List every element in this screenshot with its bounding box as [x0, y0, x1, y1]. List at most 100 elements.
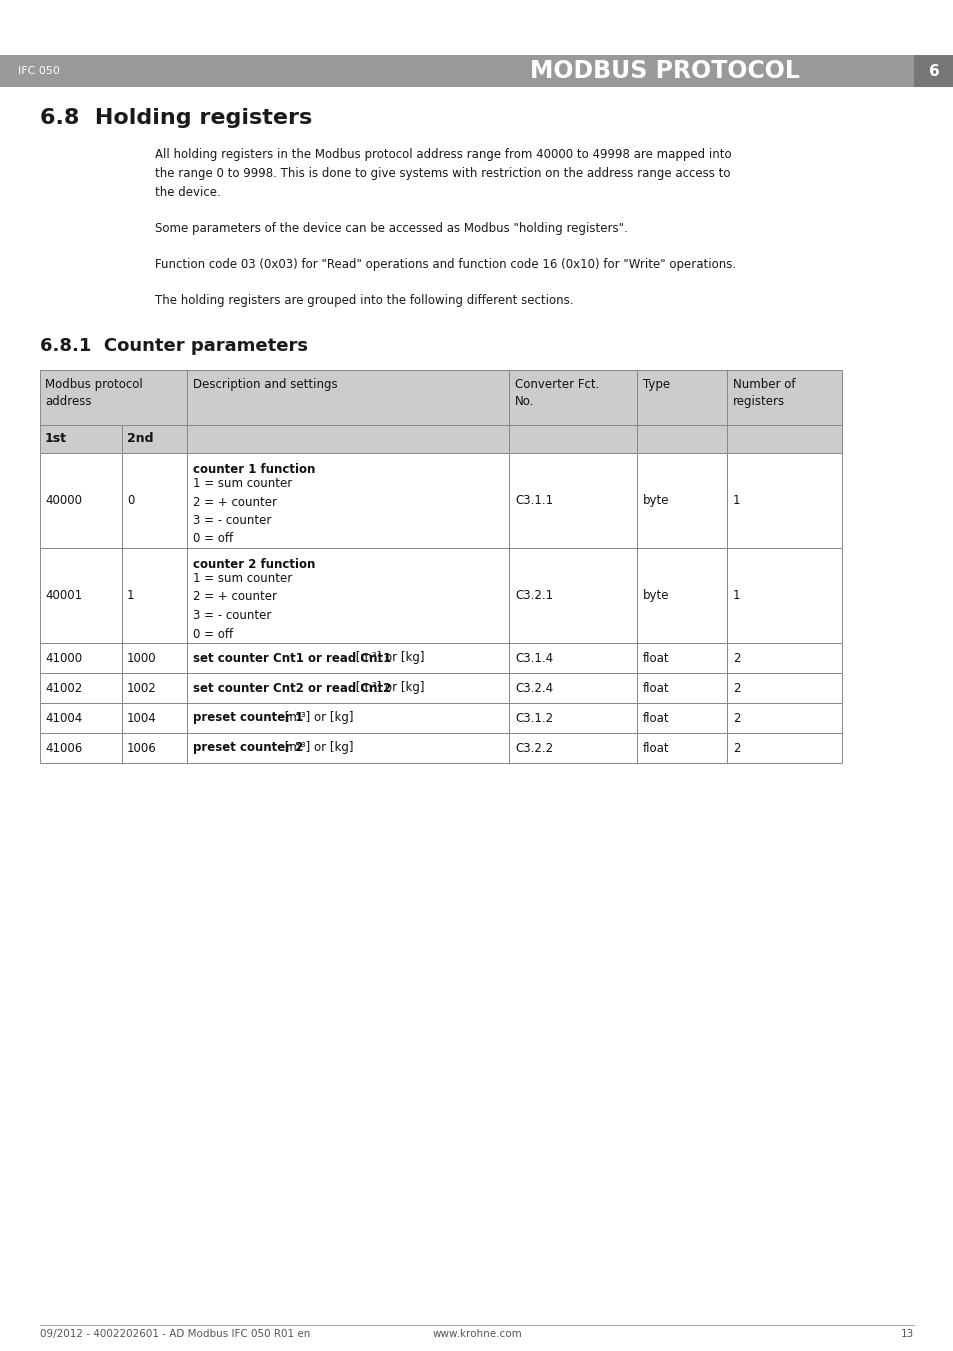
- Text: All holding registers in the Modbus protocol address range from 40000 to 49998 a: All holding registers in the Modbus prot…: [154, 149, 731, 199]
- Text: Converter Fct.
No.: Converter Fct. No.: [515, 378, 598, 408]
- Bar: [187, 549, 509, 643]
- Bar: [509, 673, 637, 703]
- Text: float: float: [642, 742, 669, 754]
- Bar: [187, 426, 509, 453]
- Text: Number of
registers: Number of registers: [732, 378, 795, 408]
- Bar: [726, 703, 841, 734]
- Text: C3.1.1: C3.1.1: [515, 494, 553, 507]
- Bar: [187, 734, 509, 763]
- Text: 1002: 1002: [127, 681, 156, 694]
- Text: 1006: 1006: [127, 742, 156, 754]
- Text: www.krohne.com: www.krohne.com: [432, 1329, 521, 1339]
- Text: [m³] or [kg]: [m³] or [kg]: [281, 712, 354, 724]
- Bar: [726, 549, 841, 643]
- Bar: [122, 734, 187, 763]
- Text: set counter Cnt2 or read Cnt2: set counter Cnt2 or read Cnt2: [193, 681, 391, 694]
- Bar: [40, 673, 122, 703]
- Text: 13: 13: [900, 1329, 913, 1339]
- Bar: [509, 426, 637, 453]
- Bar: [913, 55, 953, 86]
- Bar: [726, 426, 841, 453]
- Bar: [40, 426, 122, 453]
- Text: 0: 0: [127, 494, 134, 507]
- Text: 6: 6: [927, 63, 939, 78]
- Text: 6.8.1  Counter parameters: 6.8.1 Counter parameters: [40, 336, 308, 355]
- Text: 1 = sum counter
2 = + counter
3 = - counter
0 = off: 1 = sum counter 2 = + counter 3 = - coun…: [193, 571, 292, 640]
- Bar: [509, 703, 637, 734]
- Text: float: float: [642, 712, 669, 724]
- Text: 1000: 1000: [127, 651, 156, 665]
- Text: byte: byte: [642, 494, 669, 507]
- Bar: [726, 673, 841, 703]
- Bar: [40, 453, 122, 549]
- Text: preset counter 2: preset counter 2: [193, 742, 303, 754]
- Bar: [637, 370, 726, 426]
- Bar: [726, 370, 841, 426]
- Text: 2: 2: [732, 681, 740, 694]
- Text: [m³] or [kg]: [m³] or [kg]: [281, 742, 354, 754]
- Bar: [637, 673, 726, 703]
- Text: 41006: 41006: [45, 742, 82, 754]
- Bar: [187, 643, 509, 673]
- Text: float: float: [642, 651, 669, 665]
- Text: counter 1 function: counter 1 function: [193, 463, 315, 476]
- Bar: [509, 734, 637, 763]
- Text: byte: byte: [642, 589, 669, 603]
- Bar: [40, 734, 122, 763]
- Text: 41000: 41000: [45, 651, 82, 665]
- Text: The holding registers are grouped into the following different sections.: The holding registers are grouped into t…: [154, 295, 573, 307]
- Bar: [509, 549, 637, 643]
- Bar: [187, 703, 509, 734]
- Bar: [40, 703, 122, 734]
- Text: [m³] or [kg]: [m³] or [kg]: [352, 681, 424, 694]
- Bar: [726, 643, 841, 673]
- Bar: [637, 734, 726, 763]
- Bar: [509, 643, 637, 673]
- Bar: [509, 453, 637, 549]
- Text: Some parameters of the device can be accessed as Modbus "holding registers".: Some parameters of the device can be acc…: [154, 222, 627, 235]
- Text: C3.2.4: C3.2.4: [515, 681, 553, 694]
- Bar: [726, 453, 841, 549]
- Text: 1004: 1004: [127, 712, 156, 724]
- Text: preset counter 1: preset counter 1: [193, 712, 303, 724]
- Text: counter 2 function: counter 2 function: [193, 558, 315, 571]
- Text: Function code 03 (0x03) for "Read" operations and function code 16 (0x10) for "W: Function code 03 (0x03) for "Read" opera…: [154, 258, 736, 272]
- Text: 40001: 40001: [45, 589, 82, 603]
- Text: C3.2.2: C3.2.2: [515, 742, 553, 754]
- Bar: [637, 426, 726, 453]
- Bar: [40, 643, 122, 673]
- Text: 2: 2: [732, 712, 740, 724]
- Text: C3.2.1: C3.2.1: [515, 589, 553, 603]
- Bar: [122, 673, 187, 703]
- Bar: [637, 453, 726, 549]
- Text: Modbus protocol
address: Modbus protocol address: [45, 378, 143, 408]
- Bar: [122, 426, 187, 453]
- Text: 1 = sum counter
2 = + counter
3 = - counter
0 = off: 1 = sum counter 2 = + counter 3 = - coun…: [193, 477, 292, 546]
- Bar: [0, 55, 953, 86]
- Text: 41004: 41004: [45, 712, 82, 724]
- Text: set counter Cnt1 or read Cnt1: set counter Cnt1 or read Cnt1: [193, 651, 391, 665]
- Bar: [509, 370, 637, 426]
- Text: float: float: [642, 681, 669, 694]
- Bar: [187, 370, 509, 426]
- Bar: [637, 643, 726, 673]
- Bar: [40, 549, 122, 643]
- Text: 2: 2: [732, 742, 740, 754]
- Text: 2nd: 2nd: [127, 432, 153, 444]
- Bar: [726, 734, 841, 763]
- Text: 40000: 40000: [45, 494, 82, 507]
- Bar: [637, 549, 726, 643]
- Bar: [122, 549, 187, 643]
- Bar: [637, 703, 726, 734]
- Bar: [187, 673, 509, 703]
- Bar: [122, 643, 187, 673]
- Text: 1: 1: [127, 589, 134, 603]
- Text: Description and settings: Description and settings: [193, 378, 337, 390]
- Text: [m³] or [kg]: [m³] or [kg]: [352, 651, 424, 665]
- Text: 1: 1: [732, 494, 740, 507]
- Text: 6.8  Holding registers: 6.8 Holding registers: [40, 108, 312, 128]
- Text: 41002: 41002: [45, 681, 82, 694]
- Text: 09/2012 - 4002202601 - AD Modbus IFC 050 R01 en: 09/2012 - 4002202601 - AD Modbus IFC 050…: [40, 1329, 310, 1339]
- Bar: [40, 370, 187, 426]
- Bar: [187, 453, 509, 549]
